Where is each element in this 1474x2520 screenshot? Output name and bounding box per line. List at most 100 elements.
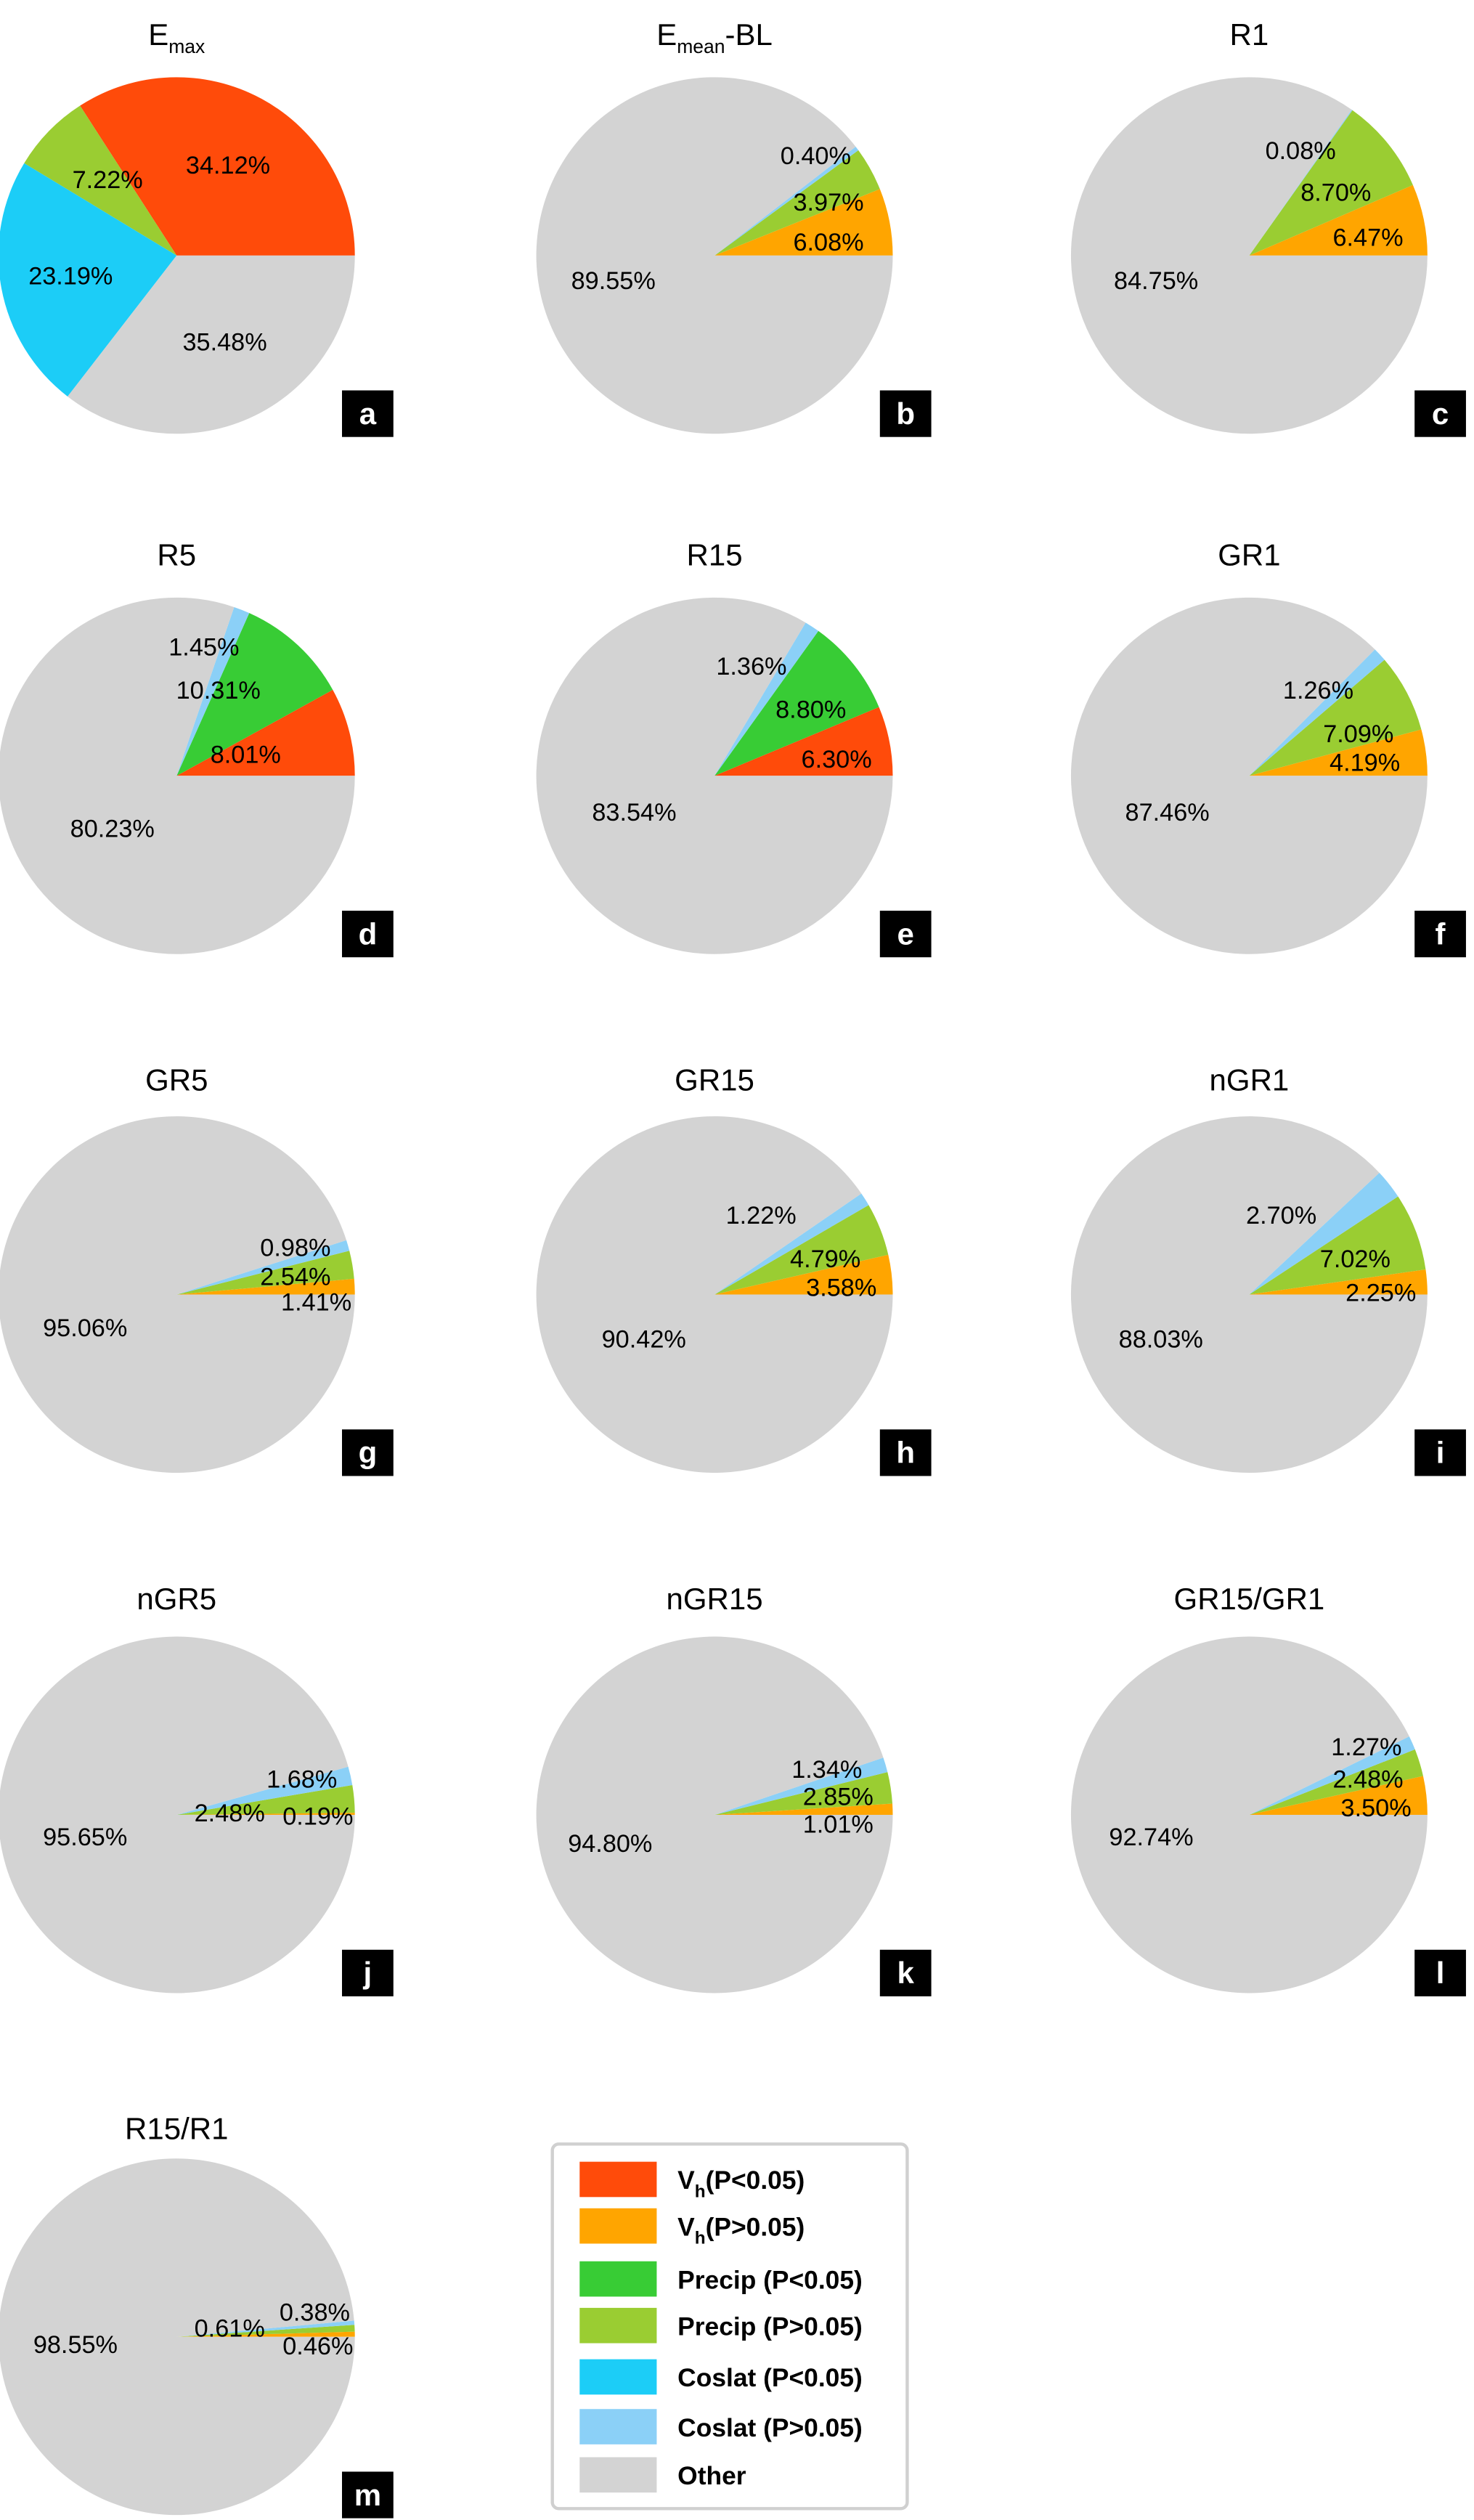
- slice-label: 0.08%: [1266, 137, 1336, 165]
- slice-label: 8.70%: [1300, 179, 1371, 207]
- pie-slice-other: [0, 2158, 355, 2516]
- panel-letter-box: [1414, 1949, 1466, 1996]
- slice-label: 2.85%: [803, 1784, 874, 1811]
- slice-label: 95.06%: [43, 1314, 127, 1342]
- pie-panel-c: R1 6.47% 8.70% 0.08% 84.75% c: [1070, 17, 1466, 437]
- legend-swatch-coslat-ns: [579, 2409, 657, 2444]
- legend-label: Coslat (P<0.05): [677, 2364, 863, 2392]
- slice-label: 89.55%: [571, 267, 656, 295]
- legend-label: Precip (P>0.05): [677, 2312, 863, 2341]
- pie-panel-d: R5 8.01% 10.31% 1.45% 80.23% d: [0, 538, 394, 958]
- pie-slice-vh-ns: [1249, 1776, 1428, 1816]
- slice-label: 1.27%: [1331, 1733, 1401, 1761]
- pie-slice-precip-ns: [24, 105, 177, 256]
- pie-slice-precip-ns: [1249, 1749, 1423, 1816]
- slice-label: 7.22%: [73, 166, 143, 194]
- legend-label: Precip (P<0.05): [677, 2266, 863, 2294]
- slice-label: 2.48%: [1332, 1765, 1403, 1793]
- slice-label: 1.36%: [716, 653, 786, 680]
- slice-label: 94.80%: [568, 1830, 652, 1858]
- pie-slice-coslat-ns: [714, 1757, 888, 1816]
- pie-title: Emax: [148, 17, 205, 57]
- pie-slice-coslat-ns: [176, 2320, 355, 2337]
- slice-label: 3.97%: [793, 189, 863, 216]
- pie-slice-vh-ns: [176, 2331, 355, 2337]
- slice-label: 1.34%: [791, 1756, 862, 1784]
- panel-letter-box: [1414, 911, 1466, 958]
- legend-swatch-coslat-sig: [579, 2359, 657, 2395]
- panel-letter: a: [359, 397, 377, 431]
- pie-title: GR5: [145, 1063, 208, 1097]
- panel-letter: k: [897, 1956, 915, 1990]
- pie-slice-precip-ns: [1249, 1196, 1426, 1295]
- pie-title: nGR1: [1210, 1063, 1290, 1097]
- pie-slice-coslat-ns: [714, 622, 819, 776]
- panel-letter: l: [1436, 1956, 1445, 1990]
- slice-label: 87.46%: [1125, 799, 1210, 826]
- pie-slice-vh-ns: [714, 1254, 893, 1295]
- slice-label: 4.79%: [790, 1245, 860, 1273]
- panel-letter-box: [879, 390, 932, 437]
- pie-panel-f: GR1 4.19%7.09% 1.26% 87.46% f: [1070, 538, 1466, 958]
- pie-slice-precip-ns: [176, 1785, 355, 1816]
- pie-slice-other: [0, 1636, 355, 1993]
- legend: Vh(P<0.05) Vh(P>0.05) Precip (P<0.05) Preci…: [550, 2142, 909, 2511]
- pie-title: R5: [157, 538, 196, 572]
- pie-slice-precip-ns: [714, 1205, 889, 1295]
- slice-label: 88.03%: [1119, 1326, 1203, 1354]
- legend-swatch-vh-ns: [579, 2208, 657, 2244]
- panel-letter: b: [896, 397, 915, 431]
- pie-title: nGR15: [667, 1582, 763, 1616]
- slice-label: 7.02%: [1320, 1245, 1390, 1273]
- slice-label: 8.80%: [775, 696, 846, 724]
- pie-panel-k: nGR15 1.01%2.85%1.34% 94.80% k: [536, 1582, 932, 1996]
- slice-label: 1.26%: [1283, 677, 1353, 704]
- slice-label: 6.47%: [1332, 224, 1403, 252]
- slice-label: 8.01%: [211, 741, 281, 769]
- pie-slice-vh-ns: [1249, 184, 1428, 256]
- pie-slice-other: [536, 77, 893, 434]
- pie-title: GR15/GR1: [1174, 1582, 1325, 1616]
- panel-letter-box: [342, 1949, 394, 1996]
- slice-label: 2.48%: [195, 1800, 265, 1827]
- slice-label: 98.55%: [33, 2331, 118, 2359]
- panel-letter: f: [1436, 916, 1446, 951]
- pie-slice-vh-ns: [1249, 1269, 1428, 1295]
- slice-label: 90.42%: [602, 1326, 686, 1354]
- pie-slice-coslat-ns: [176, 1766, 353, 1816]
- pie-slice-other: [1070, 597, 1428, 954]
- slice-label: 2.25%: [1345, 1279, 1416, 1306]
- slice-label: 23.19%: [28, 263, 113, 290]
- slice-label: 1.45%: [168, 633, 239, 661]
- slice-label: 95.65%: [43, 1824, 127, 1851]
- panel-letter-box: [342, 911, 394, 958]
- panel-letter-box: [879, 911, 932, 958]
- panel-letter-box: [342, 390, 394, 437]
- slice-label: 6.08%: [793, 229, 863, 256]
- pie-panel-a: Emax 34.12% 7.22% 23.19% 35.48% a: [0, 17, 394, 437]
- panel-letter-box: [879, 1429, 932, 1476]
- pie-slice-coslat-ns: [1249, 1736, 1415, 1816]
- legend-label: Coslat (P>0.05): [677, 2414, 863, 2442]
- pie-slice-coslat-ns: [714, 146, 859, 256]
- pie-slice-other: [1070, 1116, 1428, 1474]
- pie-panel-b: Emean-BL 6.08% 3.97% 0.40% 89.55% b: [536, 17, 932, 437]
- pie-slice-other: [536, 1116, 893, 1474]
- slice-label: 7.09%: [1323, 720, 1393, 748]
- slice-label: 34.12%: [186, 152, 270, 179]
- panel-letter: h: [896, 1436, 915, 1470]
- pie-slice-vh-ns: [714, 1803, 893, 1816]
- panel-letter: d: [359, 916, 378, 951]
- pie-slice-vh-sig: [80, 77, 355, 256]
- pie-title: nGR5: [137, 1582, 216, 1616]
- pie-title: GR1: [1218, 538, 1280, 572]
- slice-label: 4.19%: [1330, 749, 1400, 777]
- pie-slice-precip-ns: [176, 1251, 354, 1295]
- panel-letter-box: [879, 1949, 932, 1996]
- pie-title: GR15: [675, 1063, 754, 1097]
- pie-slice-vh-ns: [176, 1278, 355, 1295]
- legend-label: Other: [677, 2462, 746, 2490]
- panel-letter: g: [359, 1436, 378, 1470]
- panel-letter: j: [363, 1956, 372, 1990]
- slice-label: 1.68%: [266, 1765, 337, 1793]
